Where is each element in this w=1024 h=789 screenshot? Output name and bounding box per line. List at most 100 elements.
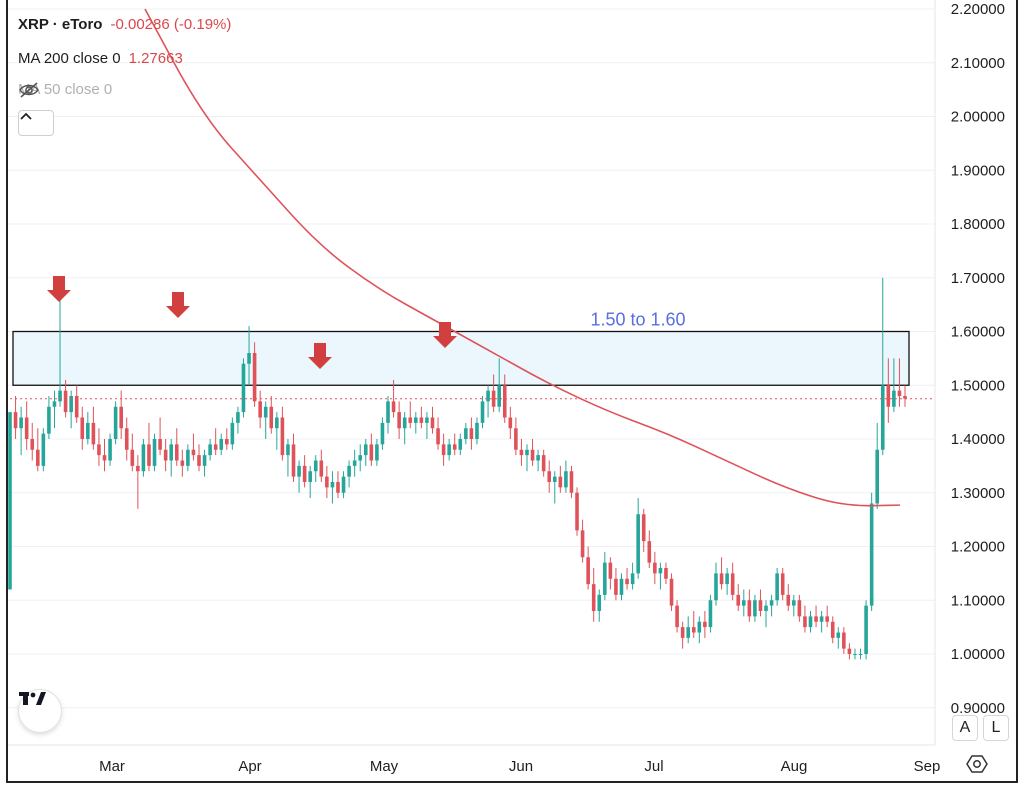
candle-body — [491, 390, 496, 407]
candle-body — [447, 444, 451, 456]
price-zone-rectangle[interactable] — [12, 330, 910, 386]
candle-body — [47, 406, 51, 434]
arrow-down-icon — [308, 343, 332, 369]
candle-body — [897, 390, 902, 396]
candle-body — [158, 439, 162, 450]
candle-body — [675, 605, 679, 628]
candle-body — [280, 417, 285, 456]
candle-body — [297, 465, 301, 477]
candle-body — [52, 401, 57, 407]
candles — [8, 277, 907, 660]
candle-body — [147, 444, 151, 466]
candle-body — [397, 412, 401, 429]
candle-body — [291, 444, 296, 477]
candle-body — [119, 406, 123, 429]
candle-body — [425, 417, 429, 423]
candle-body — [658, 568, 663, 574]
tradingview-logo-icon[interactable] — [19, 690, 61, 732]
candle-body — [369, 444, 374, 461]
candle-body — [464, 428, 468, 439]
candle-body — [597, 594, 602, 611]
collapse-legend-button[interactable] — [18, 110, 54, 136]
x-tick-label: Mar — [99, 758, 125, 775]
arrow-down-icon — [166, 292, 190, 318]
candle-body — [169, 444, 174, 461]
candle-body — [514, 428, 518, 450]
candle-body — [41, 433, 46, 466]
legend-ma50-row[interactable]: MA 50 close 0 — [18, 81, 126, 98]
ma50-label: MA 50 close 0 — [18, 81, 113, 98]
settings-button[interactable] — [966, 753, 994, 779]
candle-body — [769, 600, 774, 606]
y-tick-label: 2.00000 — [951, 109, 1005, 126]
candle-body — [775, 573, 779, 601]
candle-body — [341, 476, 346, 493]
candle-body — [858, 654, 863, 655]
price-change: -0.00286 (-0.19%) — [110, 16, 232, 33]
candle-body — [547, 471, 552, 482]
candle-body — [336, 482, 340, 493]
candle-body — [375, 444, 379, 461]
auto-scale-button[interactable]: A — [952, 715, 978, 741]
y-tick-label: 1.60000 — [951, 324, 1005, 341]
legend-ma200-row[interactable]: MA 200 close 0 1.27663 — [18, 50, 183, 67]
candle-body — [497, 385, 501, 407]
candle-body — [519, 449, 524, 456]
candle-body — [197, 455, 201, 466]
candle-body — [558, 476, 563, 488]
candle-body — [386, 401, 390, 423]
candle-body — [530, 449, 535, 461]
candle-body — [714, 573, 718, 601]
candle-body — [441, 444, 446, 456]
candle-body — [230, 422, 235, 445]
candle-body — [124, 428, 129, 450]
candle-body — [525, 449, 529, 456]
candle-body — [669, 578, 674, 606]
candle-body — [180, 460, 185, 466]
candle-body — [836, 632, 841, 638]
candle-body — [402, 417, 407, 429]
candle-body — [569, 471, 574, 493]
candle-body — [641, 514, 646, 542]
candle-body — [686, 627, 690, 638]
candle-body — [630, 573, 635, 585]
candle-body — [475, 422, 479, 439]
log-scale-button[interactable]: L — [983, 715, 1009, 741]
candle-body — [408, 417, 413, 423]
candle-body — [903, 396, 907, 399]
candle-body — [614, 578, 618, 595]
candle-body — [808, 616, 813, 628]
candle-body — [591, 584, 596, 611]
candle-body — [319, 460, 324, 477]
y-tick-label: 0.90000 — [951, 700, 1005, 717]
candle-body — [502, 385, 507, 418]
candle-body — [130, 449, 135, 466]
candle-body — [97, 444, 101, 456]
candle-body — [74, 396, 79, 418]
ma200-label: MA 200 close 0 — [18, 50, 121, 67]
candle-body — [469, 428, 474, 439]
candle-body — [880, 385, 885, 450]
candle-body — [302, 465, 307, 482]
candle-body — [830, 621, 835, 638]
candle-body — [58, 390, 62, 402]
candle-body — [697, 621, 702, 633]
candle-body — [347, 465, 351, 477]
candle-body — [869, 503, 874, 606]
y-tick-label: 1.00000 — [951, 646, 1005, 663]
candle-body — [191, 449, 196, 456]
candle-body — [797, 600, 802, 617]
candle-body — [886, 385, 891, 407]
candle-body — [436, 428, 440, 445]
candle-body — [847, 648, 852, 654]
candle-body — [86, 422, 90, 439]
y-tick-label: 1.70000 — [951, 270, 1005, 287]
candle-body — [814, 616, 818, 622]
candle-body — [664, 568, 668, 579]
candle-body — [241, 363, 246, 413]
candle-body — [741, 600, 746, 606]
candle-body — [552, 476, 557, 482]
candle-body — [219, 439, 224, 450]
candle-body — [780, 573, 785, 595]
